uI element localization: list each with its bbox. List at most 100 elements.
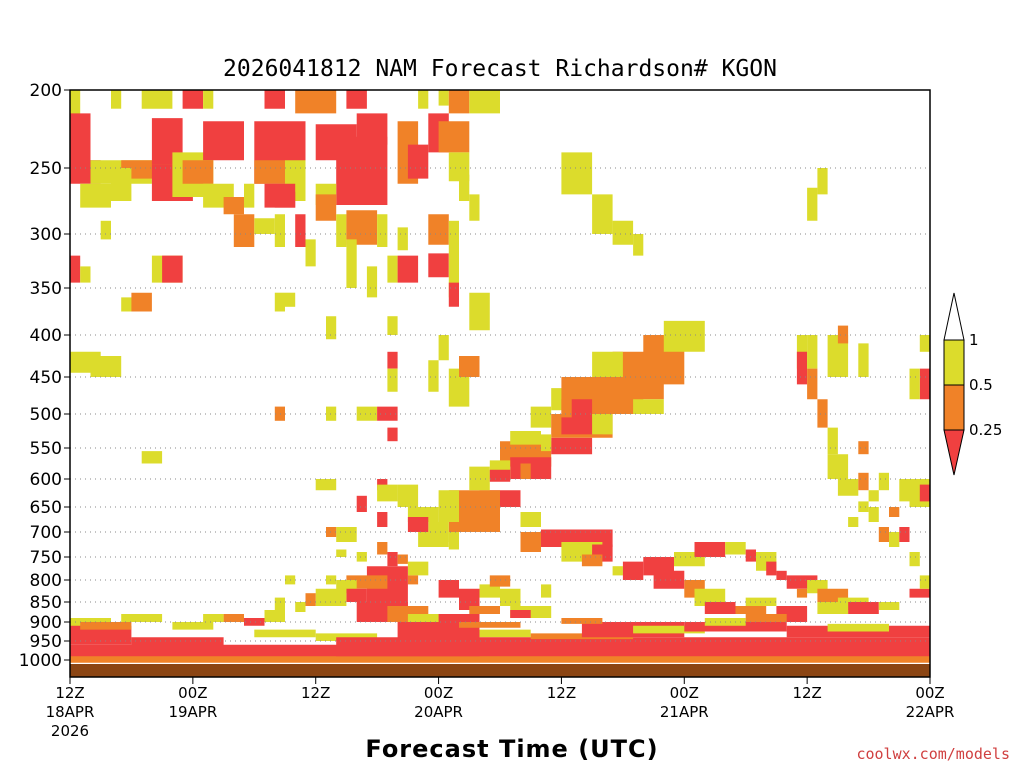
- x-tick-label: 18APR: [46, 703, 95, 721]
- ri-cell-region: [407, 517, 429, 532]
- y-tick-label: 850: [30, 593, 62, 613]
- x-tick-label: 12Z: [55, 684, 84, 702]
- ri-cell-region: [121, 614, 163, 622]
- ri-cell-region: [326, 406, 337, 421]
- y-tick-label: 300: [30, 225, 62, 245]
- ri-cell-region: [776, 570, 787, 580]
- ri-cell-region: [295, 90, 337, 114]
- ri-cell-region: [366, 266, 378, 298]
- ri-cell-region: [469, 466, 490, 491]
- ri-cell-region: [387, 552, 398, 567]
- ri-cell-region: [551, 437, 593, 455]
- ri-cell-region: [827, 623, 889, 632]
- ri-cell-region: [315, 194, 337, 221]
- ri-cell-region: [131, 292, 152, 312]
- y-tick-label: 600: [30, 470, 62, 490]
- ri-cell-region: [469, 90, 500, 114]
- ri-cell-region: [336, 527, 357, 542]
- ri-cell-region: [796, 351, 808, 385]
- ri-cell-region: [274, 292, 285, 312]
- ri-cell-region: [336, 549, 347, 557]
- x-tick-label: 00Z: [915, 684, 944, 702]
- y-tick-label: 900: [30, 613, 62, 633]
- ri-cell-region: [162, 255, 183, 283]
- ri-cell-region: [264, 610, 285, 622]
- y-tick-label: 650: [30, 498, 62, 518]
- ri-cell-region: [745, 614, 787, 622]
- ri-cell-region: [254, 218, 275, 234]
- ri-cell-region: [346, 239, 357, 288]
- y-tick-label: 200: [30, 81, 62, 101]
- colorbar-red-arrow: [943, 429, 965, 476]
- ri-cell-region: [254, 160, 285, 184]
- ri-cell-region: [90, 356, 122, 377]
- ri-cell-region: [356, 406, 378, 421]
- x-tick-label: 00Z: [670, 684, 699, 702]
- ri-cell-region: [428, 253, 449, 278]
- ri-cell-region: [561, 152, 593, 195]
- colorbar: 1 0.5 0.25: [943, 292, 1002, 476]
- ri-cell-region: [80, 622, 132, 630]
- credit-link[interactable]: coolwx.com/models: [856, 745, 1010, 763]
- ri-cell-region: [70, 656, 930, 663]
- ri-cell-region: [541, 584, 552, 598]
- ri-cell-region: [817, 602, 849, 614]
- ri-cell-region: [387, 316, 398, 335]
- ri-cell-region: [612, 220, 634, 245]
- x-tick-label: 19APR: [168, 703, 217, 721]
- x-tick-label: 12Z: [301, 684, 330, 702]
- y-tick-label: 500: [30, 405, 62, 425]
- ri-cell-region: [848, 602, 879, 614]
- x-tick-label: 2026: [51, 722, 89, 740]
- ri-cell-region: [633, 399, 664, 414]
- ri-cell-region: [633, 234, 644, 256]
- ri-cell-region: [469, 194, 480, 221]
- ri-cell-region: [407, 561, 429, 576]
- ri-cell-region: [899, 527, 910, 542]
- ri-cell-region: [111, 168, 132, 201]
- ri-cell-region: [653, 570, 685, 589]
- ri-cell-region: [909, 552, 920, 567]
- ri-cell-region: [622, 561, 644, 580]
- colorbar-tick-label: 0.5: [969, 376, 993, 394]
- ri-cell-region: [909, 368, 920, 400]
- ri-cell-region: [428, 214, 449, 245]
- ri-cell-region: [244, 183, 255, 208]
- ri-cell-region: [448, 368, 470, 407]
- ri-cell-region: [407, 144, 429, 179]
- ri-cell-region: [244, 618, 265, 626]
- ri-cell-region: [541, 434, 552, 452]
- ri-cell-region: [397, 484, 419, 507]
- ri-cell-region: [182, 90, 204, 109]
- ri-cell-region: [315, 588, 347, 606]
- ri-cell-region: [377, 542, 388, 555]
- ri-cell-region: [766, 561, 777, 576]
- y-tick-label: 350: [30, 279, 62, 299]
- ri-cell-region: [295, 214, 306, 247]
- ri-cell-region: [878, 602, 900, 610]
- ri-cell-region: [346, 588, 367, 602]
- ri-cell-region: [141, 451, 163, 464]
- colorbar-tick-label: 1: [969, 331, 979, 349]
- ground-surface: [70, 664, 930, 677]
- ri-cell-region: [592, 351, 623, 377]
- ri-cell-region: [203, 90, 214, 109]
- ri-cell-region: [694, 588, 726, 606]
- ri-cell-region: [305, 239, 316, 267]
- ri-cell-region: [80, 183, 111, 208]
- ri-cell-region: [827, 454, 849, 479]
- ri-cell-region: [387, 427, 398, 442]
- ri-cell-region: [520, 532, 541, 552]
- ri-cell-region: [274, 597, 285, 610]
- ri-cell-region: [827, 335, 849, 377]
- ri-cell-region: [581, 554, 603, 567]
- ri-cell-region: [878, 527, 889, 542]
- ri-cell-region: [858, 343, 869, 377]
- ri-cell-region: [448, 490, 500, 532]
- ri-cell-region: [336, 136, 388, 205]
- ri-cell-region: [827, 427, 838, 455]
- ri-cell-region: [520, 512, 541, 527]
- x-tick-label: 00Z: [424, 684, 453, 702]
- y-tick-label: 700: [30, 523, 62, 543]
- ri-cell-region: [807, 335, 818, 369]
